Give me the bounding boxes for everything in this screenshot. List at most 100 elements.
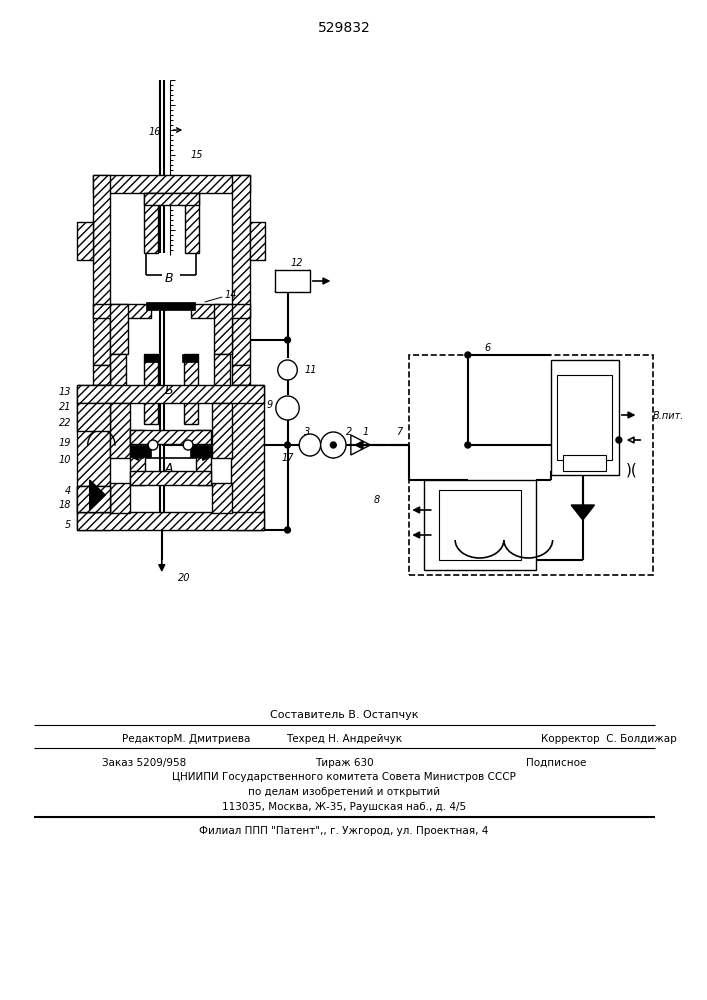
- Bar: [144, 354, 158, 424]
- Bar: [232, 305, 250, 365]
- Bar: [110, 483, 129, 513]
- Bar: [232, 175, 250, 305]
- Polygon shape: [90, 480, 105, 510]
- Text: 2: 2: [346, 427, 352, 437]
- Bar: [77, 222, 93, 260]
- Text: В.пит.: В.пит.: [653, 411, 684, 421]
- Bar: [110, 354, 126, 404]
- Text: 22: 22: [59, 418, 71, 428]
- Circle shape: [183, 440, 193, 450]
- Bar: [110, 304, 128, 354]
- Text: Заказ 5209/958: Заказ 5209/958: [103, 758, 187, 768]
- Text: по делам изобретений и открытий: по делам изобретений и открытий: [248, 787, 440, 797]
- Text: 7: 7: [397, 427, 403, 437]
- Bar: [129, 445, 151, 457]
- Text: 10: 10: [59, 455, 71, 465]
- Text: 13: 13: [59, 387, 71, 397]
- Text: 18: 18: [59, 500, 71, 510]
- Text: 5: 5: [65, 520, 71, 530]
- Text: 21: 21: [59, 402, 71, 412]
- Bar: [77, 486, 110, 512]
- Bar: [214, 354, 230, 404]
- Text: 12: 12: [291, 258, 303, 268]
- Text: 529832: 529832: [317, 21, 370, 35]
- Bar: [185, 354, 198, 424]
- Bar: [563, 455, 606, 471]
- Bar: [190, 445, 211, 457]
- Bar: [110, 403, 129, 458]
- Bar: [438, 490, 522, 560]
- Text: РедакторМ. Дмитриева: РедакторМ. Дмитриева: [122, 734, 250, 744]
- Circle shape: [278, 360, 297, 380]
- Bar: [129, 430, 211, 444]
- Bar: [77, 385, 110, 530]
- Bar: [77, 385, 264, 403]
- Bar: [185, 193, 199, 253]
- Bar: [250, 222, 265, 260]
- Text: 14: 14: [224, 290, 237, 300]
- Bar: [558, 375, 612, 460]
- Text: Корректор  С. Болдижар: Корректор С. Болдижар: [541, 734, 677, 744]
- Circle shape: [148, 440, 158, 450]
- Circle shape: [465, 352, 471, 358]
- Text: Подписное: Подписное: [526, 758, 587, 768]
- Polygon shape: [571, 505, 595, 520]
- Bar: [231, 385, 264, 530]
- Bar: [146, 302, 195, 310]
- Text: )(: )(: [626, 462, 638, 478]
- Text: 4: 4: [65, 486, 71, 496]
- Bar: [77, 403, 110, 431]
- Text: Тираж 630: Тираж 630: [315, 758, 373, 768]
- Text: Техред Н. Андрейчук: Техред Н. Андрейчук: [286, 734, 402, 744]
- Text: 17: 17: [281, 453, 294, 463]
- Text: 3: 3: [304, 427, 310, 437]
- Bar: [129, 471, 211, 485]
- Circle shape: [465, 442, 471, 448]
- Text: 8: 8: [374, 495, 380, 505]
- Text: 6: 6: [484, 343, 491, 353]
- Bar: [214, 304, 232, 354]
- Circle shape: [285, 337, 291, 343]
- Text: 16: 16: [148, 127, 160, 137]
- Text: 9: 9: [267, 400, 273, 410]
- Bar: [93, 175, 250, 193]
- Text: A: A: [164, 462, 173, 475]
- Circle shape: [285, 442, 291, 448]
- Text: 11: 11: [304, 365, 317, 375]
- Bar: [196, 430, 211, 485]
- Text: Б: Б: [164, 383, 173, 396]
- Bar: [232, 365, 250, 385]
- Text: 20: 20: [178, 573, 191, 583]
- Bar: [144, 354, 160, 362]
- Bar: [93, 365, 110, 385]
- Bar: [77, 512, 264, 530]
- Bar: [213, 403, 232, 458]
- Text: B: B: [164, 271, 173, 284]
- Bar: [551, 360, 619, 475]
- Bar: [182, 354, 198, 362]
- Circle shape: [285, 527, 291, 533]
- Text: ЦНИИПИ Государственного комитета Совета Министров СССР: ЦНИИПИ Государственного комитета Совета …: [172, 772, 516, 782]
- Bar: [424, 480, 536, 570]
- Bar: [275, 270, 310, 292]
- Circle shape: [330, 442, 337, 448]
- Bar: [213, 483, 232, 513]
- Text: 19: 19: [59, 438, 71, 448]
- Circle shape: [299, 434, 321, 456]
- Bar: [144, 193, 158, 253]
- Circle shape: [276, 396, 299, 420]
- Bar: [144, 193, 199, 205]
- Bar: [93, 175, 110, 305]
- Bar: [191, 304, 250, 318]
- Bar: [129, 430, 145, 485]
- Text: 113035, Москва, Ж-35, Раушская наб., д. 4/5: 113035, Москва, Ж-35, Раушская наб., д. …: [222, 802, 466, 812]
- Bar: [93, 305, 110, 365]
- Bar: [93, 304, 151, 318]
- Bar: [77, 486, 110, 512]
- Bar: [409, 355, 653, 575]
- Text: Филиал ППП "Патент",, г. Ужгород, ул. Проектная, 4: Филиал ППП "Патент",, г. Ужгород, ул. Пр…: [199, 826, 489, 836]
- Circle shape: [321, 432, 346, 458]
- Text: Составитель В. Остапчук: Составитель В. Остапчук: [270, 710, 419, 720]
- Circle shape: [616, 437, 621, 443]
- Text: 1: 1: [363, 427, 368, 437]
